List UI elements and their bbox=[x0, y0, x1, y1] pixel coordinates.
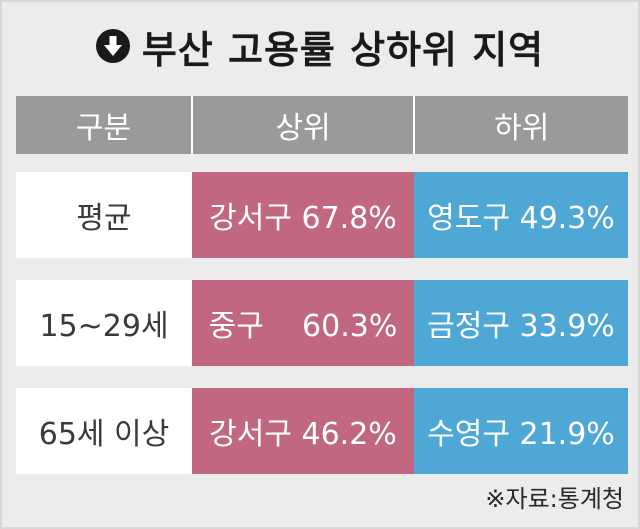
arrow-down-circle-icon bbox=[95, 29, 130, 63]
row-label: 15~29세 bbox=[16, 280, 192, 366]
row-label: 65세 이상 bbox=[16, 388, 192, 474]
title-row: 부산 고용률 상하위 지역 bbox=[2, 16, 638, 76]
header-top: 상위 bbox=[275, 111, 331, 146]
bottom-region-cell: 금정구 33.9% bbox=[414, 280, 628, 366]
top-region-cell: 강서구 67.8% bbox=[192, 172, 414, 258]
table-row: 평균 강서구 67.8% 영도구 49.3% bbox=[16, 172, 628, 258]
header-divider bbox=[190, 96, 193, 154]
bottom-region-cell: 수영구 21.9% bbox=[414, 388, 628, 474]
header-bottom: 하위 bbox=[494, 111, 550, 146]
row-label: 평균 bbox=[16, 172, 192, 258]
table-row: 15~29세 중구 60.3% 금정구 33.9% bbox=[16, 280, 628, 366]
source-note: ※자료:통계청 bbox=[485, 484, 624, 513]
table-header: 구분 상위 하위 bbox=[16, 96, 628, 154]
bottom-region-cell: 영도구 49.3% bbox=[414, 172, 628, 258]
top-region-cell: 강서구 46.2% bbox=[192, 388, 414, 474]
header-divider bbox=[413, 96, 416, 154]
page-title: 부산 고용률 상하위 지역 bbox=[141, 27, 545, 72]
header-category: 구분 bbox=[75, 111, 132, 146]
table-row: 65세 이상 강서구 46.2% 수영구 21.9% bbox=[16, 388, 628, 474]
top-region-cell: 중구 60.3% bbox=[192, 280, 414, 366]
